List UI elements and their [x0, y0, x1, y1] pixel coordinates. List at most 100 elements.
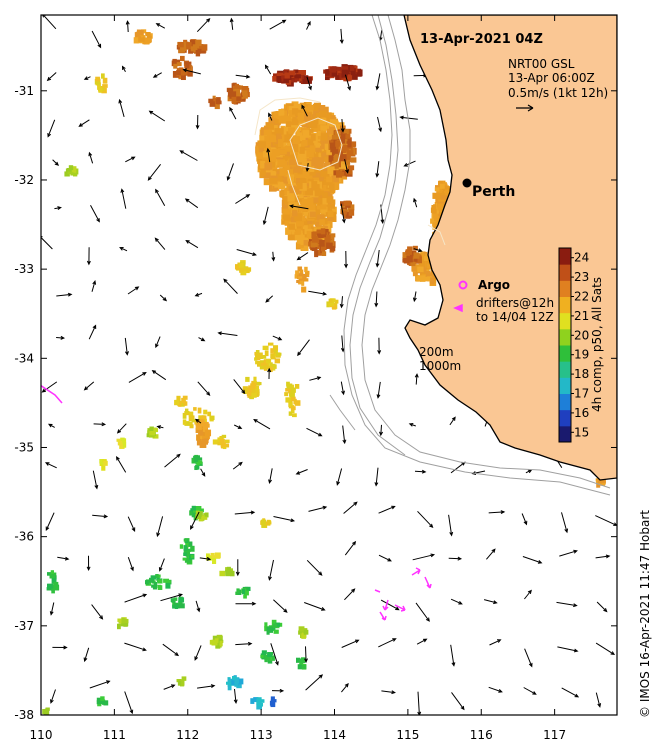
current-arrow	[416, 638, 428, 645]
y-tick-label: -33	[14, 262, 34, 276]
current-arrow	[561, 512, 569, 534]
sst-cell	[313, 108, 320, 115]
sst-cell	[285, 397, 291, 403]
sst-cell	[331, 175, 340, 183]
sst-cell	[258, 146, 264, 153]
sst-cell	[145, 32, 151, 37]
sst-cell	[325, 136, 333, 144]
current-arrow	[233, 424, 243, 429]
sst-cell	[286, 121, 292, 128]
current-arrow	[158, 558, 165, 572]
sst-cell	[305, 271, 310, 278]
sst-cell	[335, 75, 340, 80]
sst-cell	[426, 263, 432, 269]
sst-cell	[356, 68, 362, 74]
sst-cell	[405, 249, 412, 255]
current-arrow	[200, 468, 206, 477]
sst-cell	[410, 250, 417, 257]
sst-cell	[45, 707, 50, 711]
sst-cell	[102, 77, 108, 84]
sst-cell	[271, 619, 277, 626]
sst-cell	[256, 381, 261, 386]
current-arrow	[57, 556, 70, 561]
sst-cell	[301, 633, 307, 639]
current-arrow	[557, 646, 579, 653]
sst-cell	[423, 276, 430, 282]
x-tick-label: 114	[323, 728, 346, 742]
sst-cell	[340, 204, 347, 211]
sst-cell	[100, 696, 105, 701]
sst-cell	[332, 182, 340, 190]
sst-cell	[136, 29, 142, 34]
sst-cell	[320, 133, 328, 141]
sst-cell	[440, 195, 448, 200]
sst-cell	[276, 352, 282, 356]
sst-cell	[123, 618, 129, 624]
sst-cell	[316, 202, 324, 210]
sst-cell	[442, 185, 449, 190]
sst-cell	[47, 583, 53, 589]
colorbar: 15 16 17 18 19 20 21 22 23 24	[558, 247, 589, 443]
sst-cell	[203, 438, 208, 445]
drifter-tracks	[41, 303, 463, 621]
sst-cell	[189, 510, 193, 516]
sst-cell	[321, 251, 327, 257]
sst-cell	[117, 623, 121, 630]
sst-cell	[285, 227, 292, 235]
sst-cell	[320, 110, 327, 119]
sst-cell	[319, 219, 325, 226]
current-arrow	[417, 510, 434, 529]
sst-cell	[293, 69, 299, 74]
sst-cell	[227, 685, 232, 691]
sst-cell	[298, 630, 304, 635]
current-arrow	[522, 556, 543, 564]
colorbar-tick-label: 19	[574, 348, 589, 362]
sst-cell	[329, 172, 335, 178]
sst-cell	[198, 428, 205, 436]
current-arrow	[413, 197, 418, 208]
sst-cell	[420, 260, 428, 267]
sst-cell	[417, 266, 424, 273]
product-line3: 0.5m/s (1kt 12h)	[508, 86, 608, 100]
sst-cell	[44, 709, 49, 714]
current-arrow	[233, 379, 246, 395]
current-arrow	[266, 147, 271, 163]
sst-cell	[187, 70, 193, 77]
sst-cell	[301, 199, 308, 206]
sst-cell	[208, 98, 214, 104]
current-arrow	[270, 643, 279, 666]
sst-cell	[310, 241, 316, 248]
sst-cell	[190, 545, 195, 552]
sst-cell	[295, 228, 302, 235]
sst-cell	[431, 205, 437, 211]
sst-cell	[347, 140, 352, 148]
current-arrow	[340, 203, 346, 224]
sst-cell	[227, 679, 232, 683]
sst-cell	[304, 266, 308, 273]
sst-cell	[331, 149, 339, 157]
current-arrow	[182, 68, 201, 75]
sst-cell	[273, 364, 277, 369]
current-arrow	[450, 598, 463, 605]
sst-cell	[179, 681, 183, 686]
sst-cell	[178, 603, 185, 609]
sst-cell	[276, 153, 283, 161]
current-arrow	[271, 688, 285, 693]
sst-cell	[340, 137, 345, 144]
sst-cell	[65, 168, 72, 172]
sst-cell	[320, 125, 328, 131]
sst-cell	[293, 235, 301, 241]
current-arrow	[83, 76, 91, 80]
y-tick-label: -38	[14, 708, 34, 722]
sst-cell	[411, 265, 419, 272]
sst-cell	[194, 457, 199, 462]
current-arrow	[185, 240, 199, 249]
sst-cell	[245, 376, 250, 382]
sst-cell	[165, 580, 172, 584]
x-tick-label: 117	[543, 728, 566, 742]
sst-cell	[290, 216, 297, 225]
sst-cell	[203, 421, 209, 428]
sst-cell	[188, 415, 195, 422]
sst-cell	[298, 626, 305, 632]
sst-cell	[310, 114, 318, 122]
